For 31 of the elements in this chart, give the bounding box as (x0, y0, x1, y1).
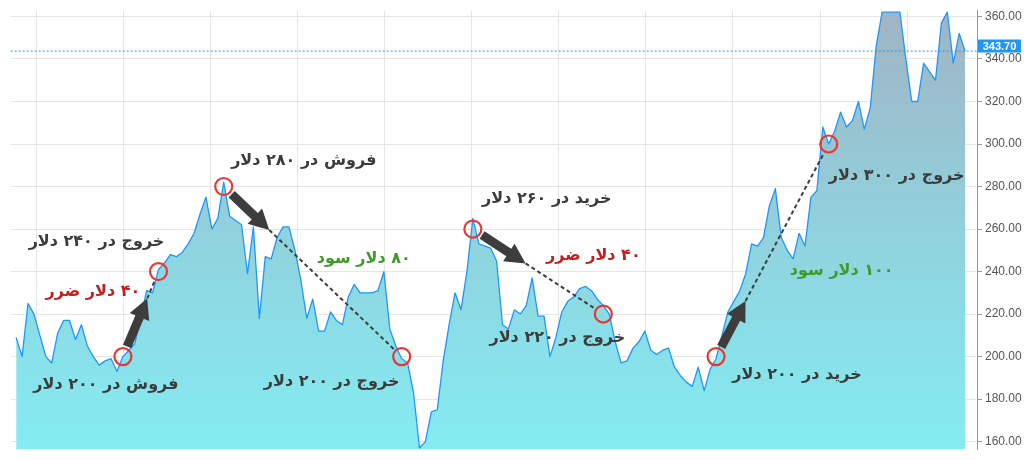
y-tick-label: 240.00 (985, 263, 1023, 278)
y-tick-label: 280.00 (985, 178, 1023, 193)
y-tick-label: 220.00 (985, 306, 1023, 321)
annotation: ۸۰ دلار سود (316, 247, 411, 267)
point (392, 347, 412, 367)
y-tick-label: 260.00 (985, 221, 1023, 236)
y-tick-label: 300.00 (985, 136, 1023, 151)
y-tick-label: 160.00 (985, 433, 1023, 448)
y-tick-label: 320.00 (985, 93, 1023, 108)
y-tick-label: 180.00 (985, 391, 1023, 406)
point (113, 347, 133, 367)
y-tick-label: 340.00 (985, 51, 1023, 66)
point (593, 304, 613, 324)
annotation: ۴۰ دلار ضرر (44, 280, 141, 300)
annotation: ۱۰۰ دلار سود (789, 260, 894, 280)
annotation: فروش در ۲۸۰ دلار (230, 149, 377, 169)
point (148, 261, 169, 282)
annotation: خرید در ۲۰۰ دلار (731, 363, 862, 383)
annotation: خروج در ۲۰۰ دلار (262, 370, 400, 390)
annotation: خروج در ۳۰۰ دلار (827, 165, 965, 185)
point (706, 347, 726, 367)
ref-line-label: 343.70 (982, 39, 1017, 52)
y-tick-label: 360.00 (985, 8, 1023, 23)
annotation: خروج در ۲۴۰ دلار (27, 230, 165, 250)
y-tick-label: 200.00 (985, 348, 1023, 363)
annotation: فروش در ۲۰۰ دلار (32, 373, 179, 393)
annotation: ۴۰ دلار ضرر (545, 245, 641, 265)
point (463, 219, 483, 239)
annotation: خرید در ۲۶۰ دلار (481, 188, 612, 208)
point (214, 176, 234, 197)
point (819, 134, 839, 154)
